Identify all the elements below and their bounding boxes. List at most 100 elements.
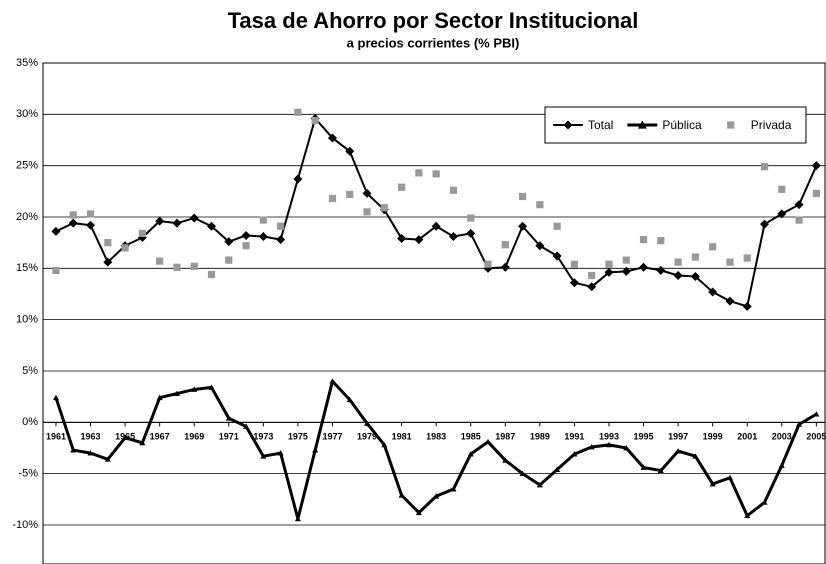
marker xyxy=(605,441,612,448)
marker xyxy=(190,262,198,270)
marker xyxy=(156,394,163,401)
marker xyxy=(191,386,198,392)
marker xyxy=(691,253,699,261)
marker xyxy=(708,287,718,297)
marker xyxy=(241,230,251,240)
marker xyxy=(68,218,78,228)
y-tick-label: -5% xyxy=(18,468,38,480)
marker xyxy=(502,457,509,463)
marker xyxy=(294,108,302,116)
marker xyxy=(778,462,785,468)
marker xyxy=(501,241,509,249)
marker xyxy=(760,163,769,171)
marker xyxy=(87,450,94,456)
marker xyxy=(726,258,734,266)
x-tick-label: 1993 xyxy=(599,432,619,442)
marker xyxy=(587,282,597,292)
marker xyxy=(139,439,146,446)
marker xyxy=(277,222,285,230)
marker xyxy=(311,116,319,125)
marker xyxy=(692,453,699,459)
marker xyxy=(518,221,528,231)
marker xyxy=(207,270,216,279)
marker xyxy=(794,200,804,210)
x-tick-label: 1977 xyxy=(322,432,342,442)
marker xyxy=(52,266,60,274)
marker xyxy=(103,257,113,267)
chart-title: Tasa de Ahorro por Sector Institucional xyxy=(228,8,639,33)
x-tick-label: 1979 xyxy=(357,432,377,442)
marker xyxy=(433,493,440,499)
marker xyxy=(415,509,422,516)
marker xyxy=(397,234,407,244)
y-tick-label: 25% xyxy=(16,160,38,172)
marker xyxy=(588,271,596,280)
marker xyxy=(536,481,543,488)
marker xyxy=(795,216,803,224)
marker xyxy=(777,209,787,219)
chart-subtitle: a precios corrientes (% PBI) xyxy=(347,35,520,50)
x-tick-label: 1969 xyxy=(184,432,204,442)
x-tick-label: 1961 xyxy=(46,432,66,442)
marker xyxy=(657,237,665,245)
marker xyxy=(276,235,286,245)
marker xyxy=(398,492,405,498)
marker xyxy=(760,219,770,229)
marker xyxy=(86,220,96,230)
marker xyxy=(673,271,683,281)
legend-marker xyxy=(637,120,647,129)
marker xyxy=(813,411,820,417)
marker xyxy=(52,394,59,401)
x-tick-label: 1963 xyxy=(81,432,101,442)
marker xyxy=(621,266,631,276)
marker xyxy=(796,421,803,427)
series-line xyxy=(55,117,818,308)
marker xyxy=(675,448,682,454)
legend-label: Total xyxy=(588,118,613,132)
marker xyxy=(345,146,355,156)
marker xyxy=(312,447,319,453)
marker xyxy=(450,486,457,492)
x-tick-label: 1999 xyxy=(703,432,723,442)
marker xyxy=(725,296,735,306)
x-tick-label: 1983 xyxy=(426,432,446,442)
marker xyxy=(744,512,751,519)
marker xyxy=(189,213,199,223)
marker xyxy=(569,278,579,288)
y-tick-label: 35% xyxy=(16,57,38,69)
marker xyxy=(86,210,95,218)
marker xyxy=(761,499,768,505)
marker xyxy=(346,190,354,199)
x-tick-label: 1991 xyxy=(564,432,584,442)
marker xyxy=(206,221,216,231)
marker xyxy=(709,243,717,251)
marker xyxy=(364,420,371,426)
marker xyxy=(571,451,578,457)
x-tick-label: 1967 xyxy=(150,432,170,442)
marker xyxy=(260,453,267,459)
marker xyxy=(639,235,648,244)
legend-marker xyxy=(563,120,573,130)
marker xyxy=(449,186,458,194)
marker xyxy=(518,192,527,201)
x-tick-label: 1987 xyxy=(495,432,515,442)
marker xyxy=(640,464,647,470)
marker xyxy=(104,456,111,462)
x-tick-label: 1981 xyxy=(392,432,412,442)
y-tick-label: 30% xyxy=(16,108,38,120)
marker xyxy=(552,251,562,261)
x-tick-label: 2003 xyxy=(772,432,792,442)
marker xyxy=(466,228,476,238)
marker xyxy=(242,242,250,250)
marker xyxy=(294,515,301,522)
marker xyxy=(362,188,372,198)
x-tick-label: 1973 xyxy=(253,432,273,442)
y-tick-label: -10% xyxy=(12,519,38,531)
marker xyxy=(155,216,165,226)
marker xyxy=(639,262,649,272)
marker xyxy=(778,185,786,193)
marker xyxy=(121,244,129,252)
marker xyxy=(431,221,441,231)
marker xyxy=(414,235,424,245)
marker xyxy=(743,254,751,262)
